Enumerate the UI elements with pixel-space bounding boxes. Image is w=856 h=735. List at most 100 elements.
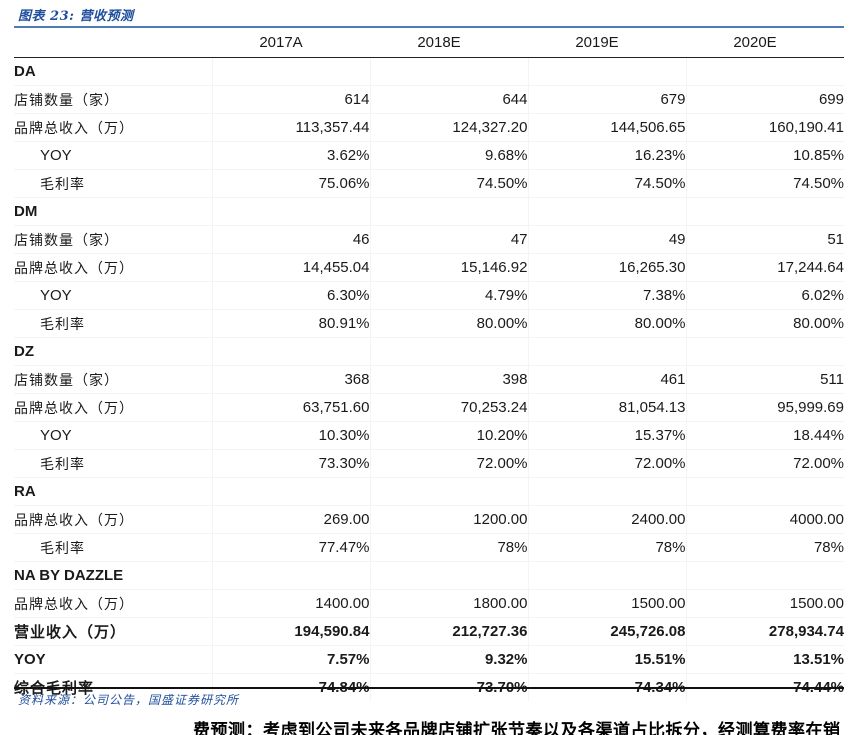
table-row: 毛利率 77.47% 78% 78% 78%: [14, 533, 844, 562]
column-header: 2019E: [528, 28, 686, 58]
row-label: 品牌总收入（万）: [14, 113, 212, 142]
cell-value: 3.62%: [211, 141, 370, 170]
cell-value: 47: [369, 225, 528, 254]
revenue-forecast-table: 2017A 2018E 2019E 2020E DA 店铺数量（家） 614 644 679 6…: [14, 28, 844, 701]
cell-value: 398: [369, 365, 528, 394]
table-row: 品牌总收入（万） 269.00 1200.00 2400.00 4000.00: [14, 505, 844, 534]
cell-value: 4000.00: [685, 505, 844, 534]
row-label: 品牌总收入（万）: [14, 505, 212, 534]
cell-value: 15,146.92: [369, 253, 528, 282]
cell-value: 74.50%: [527, 169, 686, 198]
cell-value: [685, 561, 844, 590]
table-row: NA BY DAZZLE: [14, 561, 844, 590]
cell-value: [211, 477, 370, 506]
cell-value: 6.30%: [211, 281, 370, 310]
cell-value: 80.00%: [369, 309, 528, 338]
cell-value: [211, 57, 370, 86]
cell-value: 80.00%: [527, 309, 686, 338]
cell-value: [527, 197, 686, 226]
row-label: YOY: [14, 421, 212, 450]
cell-value: 77.47%: [211, 533, 370, 562]
cell-value: 80.91%: [211, 309, 370, 338]
cell-value: [527, 57, 686, 86]
cell-value: 10.30%: [211, 421, 370, 450]
row-label: YOY: [14, 141, 212, 170]
cell-value: 63,751.60: [211, 393, 370, 422]
title-divider: [14, 26, 844, 28]
cell-value: 72.00%: [685, 449, 844, 478]
cell-value: [369, 57, 528, 86]
cell-value: 1200.00: [369, 505, 528, 534]
cell-value: 9.68%: [369, 141, 528, 170]
cell-value: 160,190.41: [685, 113, 844, 142]
row-label: YOY: [14, 281, 212, 310]
cell-value: [685, 197, 844, 226]
cell-value: [685, 477, 844, 506]
cell-value: 7.57%: [211, 645, 370, 674]
cell-value: 15.51%: [527, 645, 686, 674]
cell-value: 18.44%: [685, 421, 844, 450]
table-row: YOY 3.62% 9.68% 16.23% 10.85%: [14, 141, 844, 170]
row-label: 店铺数量（家）: [14, 85, 212, 114]
cell-value: 124,327.20: [369, 113, 528, 142]
cell-value: 245,726.08: [527, 617, 686, 646]
row-label: 营业收入（万）: [14, 617, 212, 646]
cell-value: [685, 337, 844, 366]
table-row: 店铺数量（家） 368 398 461 511: [14, 365, 844, 394]
cell-value: 1500.00: [685, 589, 844, 618]
cell-value: 4.79%: [369, 281, 528, 310]
cell-value: [369, 477, 528, 506]
cell-value: 74.50%: [369, 169, 528, 198]
cell-value: 699: [685, 85, 844, 114]
cell-value: 16,265.30: [527, 253, 686, 282]
cell-value: [369, 561, 528, 590]
cell-value: 73.30%: [211, 449, 370, 478]
table-row: YOY 10.30% 10.20% 15.37% 18.44%: [14, 421, 844, 450]
table-row: YOY 6.30% 4.79% 7.38% 6.02%: [14, 281, 844, 310]
cell-value: [527, 337, 686, 366]
cell-value: 461: [527, 365, 686, 394]
cell-value: [211, 337, 370, 366]
cell-value: [211, 561, 370, 590]
cell-value: 511: [685, 365, 844, 394]
cell-value: 13.51%: [685, 645, 844, 674]
cell-value: 278,934.74: [685, 617, 844, 646]
cell-value: 14,455.04: [211, 253, 370, 282]
cell-value: 16.23%: [527, 141, 686, 170]
cell-value: [369, 197, 528, 226]
row-label: 店铺数量（家）: [14, 365, 212, 394]
cell-value: 212,727.36: [369, 617, 528, 646]
row-label: 品牌总收入（万）: [14, 253, 212, 282]
cell-value: 644: [369, 85, 528, 114]
cell-value: 368: [211, 365, 370, 394]
cell-value: 78%: [369, 533, 528, 562]
table-row: 品牌总收入（万） 14,455.04 15,146.92 16,265.30 17,24…: [14, 253, 844, 282]
clipped-paragraph: 费预测：考虑到公司未来各品牌店铺扩张节奏以及各渠道占比拆分，经测算费率在销: [193, 721, 841, 735]
cell-value: 46: [211, 225, 370, 254]
row-label: NA BY DAZZLE: [14, 561, 212, 590]
cell-value: 1500.00: [527, 589, 686, 618]
row-label: 毛利率: [14, 169, 212, 198]
row-label: 毛利率: [14, 309, 212, 338]
cell-value: 15.37%: [527, 421, 686, 450]
cell-value: [527, 561, 686, 590]
figure-title: 图表 23: 营收预测: [18, 9, 134, 24]
label-column-header: [14, 28, 212, 58]
row-label: RA: [14, 477, 212, 506]
table-row: 毛利率 75.06% 74.50% 74.50% 74.50%: [14, 169, 844, 198]
cell-value: [527, 477, 686, 506]
cell-value: 1400.00: [211, 589, 370, 618]
column-header: 2018E: [370, 28, 528, 58]
row-label: DM: [14, 197, 212, 226]
table-row: DZ: [14, 337, 844, 366]
cell-value: 113,357.44: [211, 113, 370, 142]
table-row: 店铺数量（家） 46 47 49 51: [14, 225, 844, 254]
cell-value: 74.50%: [685, 169, 844, 198]
table-row: 品牌总收入（万） 113,357.44 124,327.20 144,506.65 16…: [14, 113, 844, 142]
cell-value: 78%: [527, 533, 686, 562]
cell-value: 81,054.13: [527, 393, 686, 422]
cell-value: 10.85%: [685, 141, 844, 170]
cell-value: 1800.00: [369, 589, 528, 618]
cell-value: 72.00%: [369, 449, 528, 478]
cell-value: 9.32%: [369, 645, 528, 674]
